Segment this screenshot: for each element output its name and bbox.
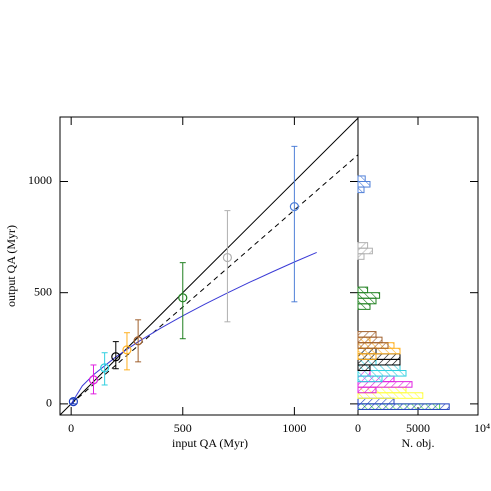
histogram-bar [357, 375, 383, 383]
histogram-bar [357, 353, 377, 360]
error-bar [101, 352, 108, 386]
line [60, 117, 358, 415]
histogram-bar [357, 242, 369, 249]
x-tick-label: 0 [68, 421, 74, 435]
point [122, 345, 132, 355]
error-bar [112, 341, 119, 370]
histogram-bar [357, 186, 365, 194]
error-bar [135, 319, 142, 363]
histogram-bar [357, 386, 377, 394]
line [70, 251, 317, 405]
histogram-bar [357, 370, 407, 377]
histogram-bar [357, 286, 369, 294]
x-tick-label: 0 [355, 421, 361, 435]
error-bar [224, 210, 231, 323]
histogram-bar [357, 403, 450, 410]
x-tick-label: 5000 [406, 421, 430, 435]
point [100, 363, 110, 373]
histogram-bar [357, 247, 373, 255]
error-bar [291, 145, 298, 303]
histogram-bar [357, 297, 377, 305]
point [178, 293, 188, 303]
error-bar [123, 332, 130, 371]
x-axis-label: N. obj. [402, 436, 435, 450]
histogram-bar [357, 347, 401, 355]
point [68, 397, 78, 407]
histogram-bar [357, 381, 413, 388]
point [111, 352, 121, 362]
error-bar [90, 364, 97, 395]
histogram-bar [357, 180, 371, 188]
x-tick-label: 1000 [282, 421, 306, 435]
histogram-bar [357, 358, 401, 366]
y-tick-label: 1000 [28, 173, 52, 187]
histogram-bar [357, 303, 371, 310]
histogram-bar [357, 331, 377, 338]
histogram-bar [357, 392, 424, 399]
histogram-bar [357, 397, 395, 405]
error-bar [179, 262, 186, 340]
x-tick-label: 10⁴ [474, 421, 490, 435]
error-bar [70, 398, 77, 405]
point [88, 375, 99, 385]
x-axis-label: input QA (Myr) [172, 436, 248, 450]
histogram-bar [357, 336, 383, 344]
y-tick-label: 0 [46, 396, 52, 410]
histogram-bar [357, 175, 366, 182]
line [70, 154, 358, 405]
histogram-bar [357, 364, 371, 372]
histogram-bar [357, 292, 381, 299]
point [133, 336, 143, 346]
x-tick-label: 500 [174, 421, 192, 435]
point [222, 252, 233, 263]
point [289, 202, 299, 212]
y-axis-label: output QA (Myr) [4, 225, 18, 307]
histogram-bar [357, 342, 389, 349]
histogram-bar [357, 253, 365, 260]
y-tick-label: 500 [34, 284, 52, 298]
